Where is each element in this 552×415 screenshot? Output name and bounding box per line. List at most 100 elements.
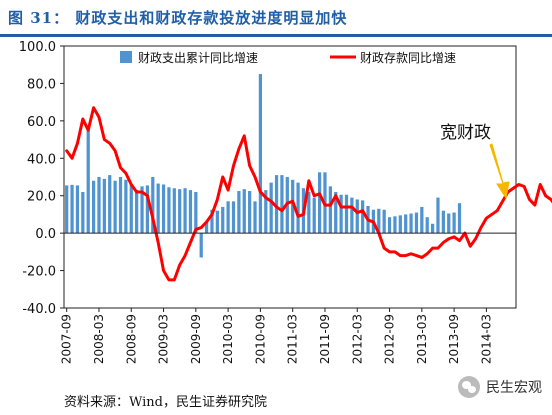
x-tick-label: 2007-09 — [60, 314, 74, 364]
expenditure-bar — [436, 197, 440, 234]
expenditure-bar — [264, 190, 268, 234]
expenditure-bar — [151, 177, 155, 234]
expenditure-bar — [199, 233, 203, 258]
expenditure-bar — [312, 197, 316, 234]
y-tick-label: -40.0 — [22, 302, 56, 317]
expenditure-bar — [317, 172, 322, 234]
expenditure-bar — [387, 217, 392, 234]
expenditure-bar — [226, 201, 230, 234]
expenditure-bar — [414, 212, 419, 234]
legend-bar-swatch — [120, 51, 132, 63]
expenditure-bar — [344, 194, 349, 234]
expenditure-bar — [183, 188, 187, 234]
figure-title: 图 31： 财政支出和财政存款投放进度明显加快 — [8, 9, 348, 27]
expenditure-bar — [291, 179, 295, 234]
expenditure-bar — [70, 184, 74, 234]
expenditure-bar — [215, 210, 219, 234]
expenditure-bar — [274, 175, 279, 234]
chart: 100.0 80.0 60.0 40.0 20.0 0.0 -20.0 -40.0 2007-0… — [19, 40, 552, 364]
header-divider — [0, 34, 552, 37]
x-tick-label: 2013-03 — [415, 314, 429, 364]
x-tick-label: 2013-09 — [447, 314, 461, 364]
legend-label-deposits: 财政存款同比增速 — [360, 51, 456, 65]
y-tick-label: -20.0 — [22, 265, 56, 280]
y-tick-label: 20.0 — [27, 190, 56, 205]
expenditure-bar — [242, 189, 246, 234]
x-tick-label: 2010-09 — [253, 314, 267, 364]
expenditure-bar — [91, 180, 96, 234]
expenditure-bar — [81, 191, 85, 234]
expenditure-bar — [178, 189, 182, 234]
deposits-line — [65, 106, 552, 282]
x-tick-label: 2008-09 — [124, 314, 138, 364]
expenditure-bar — [124, 179, 128, 234]
y-tick-label: 0.0 — [35, 227, 56, 242]
axes: 100.0 80.0 60.0 40.0 20.0 0.0 -20.0 -40.0 2007-0… — [19, 40, 516, 364]
line-series — [65, 106, 552, 282]
expenditure-bar — [328, 186, 332, 234]
x-tick-label: 2011-03 — [286, 314, 300, 364]
legend[interactable]: 财政支出累计同比增速 财政存款同比增速 — [120, 51, 456, 65]
expenditure-bar — [204, 221, 209, 234]
expenditure-bar — [457, 203, 462, 234]
expenditure-bar — [188, 190, 193, 234]
expenditure-bar — [97, 177, 101, 234]
expenditure-bar — [393, 216, 397, 234]
annotation-label: 宽财政 — [440, 123, 491, 143]
wechat-icon — [458, 376, 480, 398]
expenditure-bar — [108, 175, 112, 234]
expenditure-bar — [398, 215, 402, 234]
expenditure-bar — [409, 213, 413, 234]
x-tick-label: 2012-03 — [350, 314, 364, 364]
annotation: 宽财政 — [440, 123, 510, 200]
expenditure-bar — [425, 217, 429, 234]
expenditure-bar — [280, 175, 284, 234]
expenditure-bar — [258, 74, 263, 234]
expenditure-bar — [382, 209, 386, 234]
expenditure-bar — [86, 130, 90, 234]
x-tick-label: 2008-03 — [92, 314, 106, 364]
expenditure-bar — [65, 185, 69, 234]
x-tick-label: 2010-03 — [221, 314, 235, 364]
bar-series — [65, 74, 462, 258]
grid-layer — [63, 45, 517, 309]
expenditure-bar — [404, 214, 408, 234]
expenditure-bar — [248, 191, 252, 234]
source-note: 资料来源：Wind，民生证券研究院 — [64, 395, 267, 410]
expenditure-bar — [430, 223, 435, 234]
watermark-text: 民生宏观 — [486, 380, 542, 396]
expenditure-bar — [194, 191, 198, 234]
expenditure-bar — [129, 184, 133, 234]
expenditure-bar — [452, 212, 456, 234]
expenditure-bar — [145, 185, 150, 234]
x-tick-label: 2014-03 — [479, 314, 493, 364]
x-tick-label: 2011-09 — [318, 314, 332, 364]
plot-frame — [63, 45, 517, 309]
expenditure-bar — [420, 206, 424, 234]
figure-header: 图 31： 财政支出和财政存款投放进度明显加快 — [0, 0, 552, 38]
expenditure-bar — [210, 209, 214, 234]
expenditure-bar — [102, 178, 106, 234]
expenditure-bar — [350, 197, 354, 234]
y-tick-label: 40.0 — [27, 152, 56, 167]
y-tick-label: 60.0 — [27, 115, 56, 130]
expenditure-bar — [269, 182, 273, 234]
expenditure-bar — [377, 208, 381, 234]
expenditure-bar — [167, 187, 171, 234]
expenditure-bar — [441, 210, 445, 234]
expenditure-bar — [75, 185, 80, 234]
legend-label-expenditure: 财政支出累计同比增速 — [138, 51, 258, 65]
expenditure-bar — [118, 177, 123, 234]
expenditure-bar — [156, 183, 160, 234]
expenditure-bar — [339, 194, 343, 234]
watermark: 民生宏观 — [458, 376, 542, 398]
expenditure-bar — [161, 184, 166, 234]
expenditure-bar — [355, 199, 359, 234]
x-tick-label: 2009-09 — [189, 314, 203, 364]
x-tick-label: 2009-03 — [157, 314, 171, 364]
expenditure-bar — [113, 180, 117, 234]
expenditure-bar — [334, 191, 338, 234]
expenditure-bar — [307, 191, 311, 234]
expenditure-bar — [231, 201, 236, 234]
x-tick-label: 2012-09 — [383, 314, 397, 364]
